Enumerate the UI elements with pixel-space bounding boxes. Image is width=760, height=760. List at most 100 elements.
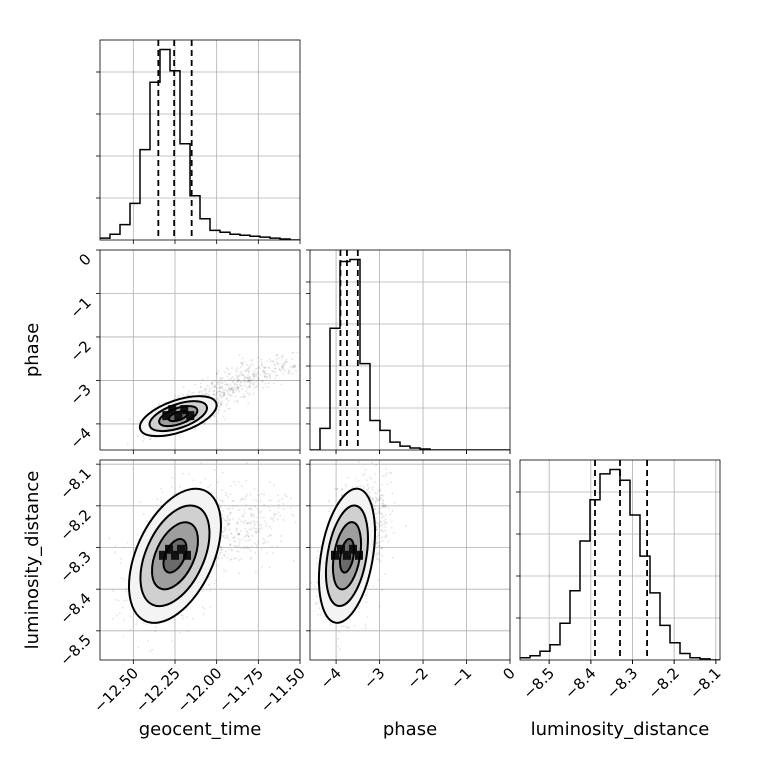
scatter-point [384,572,387,575]
scatter-point [240,557,243,560]
scatter-point [374,554,377,557]
scatter-point [199,386,202,389]
scatter-point [226,517,229,520]
scatter-point [262,386,265,389]
scatter-point [243,509,246,512]
scatter-point [375,497,378,500]
scatter-point [244,395,247,398]
scatter-point [233,378,236,381]
scatter-point [255,375,258,377]
scatter-point [236,381,239,384]
scatter-point [257,540,260,543]
scatter-point [238,374,241,377]
scatter-point [208,575,211,578]
scatter-point [117,599,120,602]
scatter-point [219,401,222,404]
scatter-point [255,543,258,546]
scatter-point [381,475,384,478]
scatter-point [215,564,218,567]
hist-panel-phase [306,249,511,454]
scatter-point [187,394,190,397]
scatter-point [225,404,228,407]
scatter-point [265,375,268,378]
scatter-point [253,524,256,527]
scatter-point [187,473,190,475]
scatter-point [275,361,278,364]
scatter-point [261,380,264,383]
scatter-point [258,366,261,368]
scatter-point [263,493,266,496]
scatter-point [213,386,216,389]
hist-panel-luminosity_distance [516,459,721,664]
scatter-point [261,380,264,383]
scatter-point [235,389,238,392]
scatter-point [115,614,118,617]
scatter-point [376,512,379,515]
scatter-point [271,545,273,548]
scatter-point [348,618,351,621]
scatter-point [269,534,272,537]
scatter-point [253,520,256,523]
scatter-point [229,385,232,388]
scatter-point [265,360,268,363]
scatter-point [238,544,241,547]
scatter-point [244,380,247,383]
density-peak-bin [174,411,183,421]
scatter-point [208,389,211,392]
scatter-point [361,485,364,488]
scatter-point [229,388,232,391]
scatter-point [267,535,270,538]
scatter-point [263,520,266,523]
scatter-point [222,415,225,418]
scatter-point [263,376,266,379]
scatter-point [278,367,281,370]
scatter-point [282,366,285,368]
scatter-point [253,381,256,384]
scatter-point [386,472,389,475]
scatter-point [204,387,207,390]
scatter-point [197,392,200,395]
panel-frame [309,459,511,661]
y-tick-label: −2 [66,337,94,365]
scatter-point [253,521,256,524]
scatter-point [118,612,121,615]
scatter-point [281,497,284,500]
scatter-point [202,613,205,616]
scatter-point [248,366,251,369]
scatter-point [226,557,229,559]
scatter-point [178,631,181,634]
scatter-point [227,496,229,499]
scatter-point [222,391,225,394]
scatter-point [381,536,384,539]
scatter-point [260,360,263,363]
scatter-point [271,518,274,521]
scatter-point [375,528,378,531]
scatter-point [236,522,239,525]
scatter-point [204,390,207,393]
y-tick-label: −1 [66,294,94,322]
scatter-point [147,640,150,643]
scatter-point [231,381,234,384]
scatter-point [227,388,230,390]
scatter-point [366,592,369,595]
scatter-point [220,403,223,406]
scatter-point [249,522,252,525]
scatter-point [240,373,243,376]
scatter-point [234,483,237,486]
scatter-point [235,527,238,530]
scatter-point [293,365,296,368]
scatter-point [314,585,317,588]
scatter-point [244,519,247,522]
scatter-point [138,501,141,504]
scatter-point [154,629,157,632]
scatter-point [272,552,274,555]
scatter-point [213,469,216,471]
scatter-point [384,518,387,521]
scatter-point [361,474,364,477]
scatter-point [248,379,251,382]
scatter-point [120,557,123,560]
scatter-point [214,385,217,388]
x-tick-label: −12.50 [90,664,142,716]
scatter-point [381,528,383,531]
scatter-point [374,501,377,504]
